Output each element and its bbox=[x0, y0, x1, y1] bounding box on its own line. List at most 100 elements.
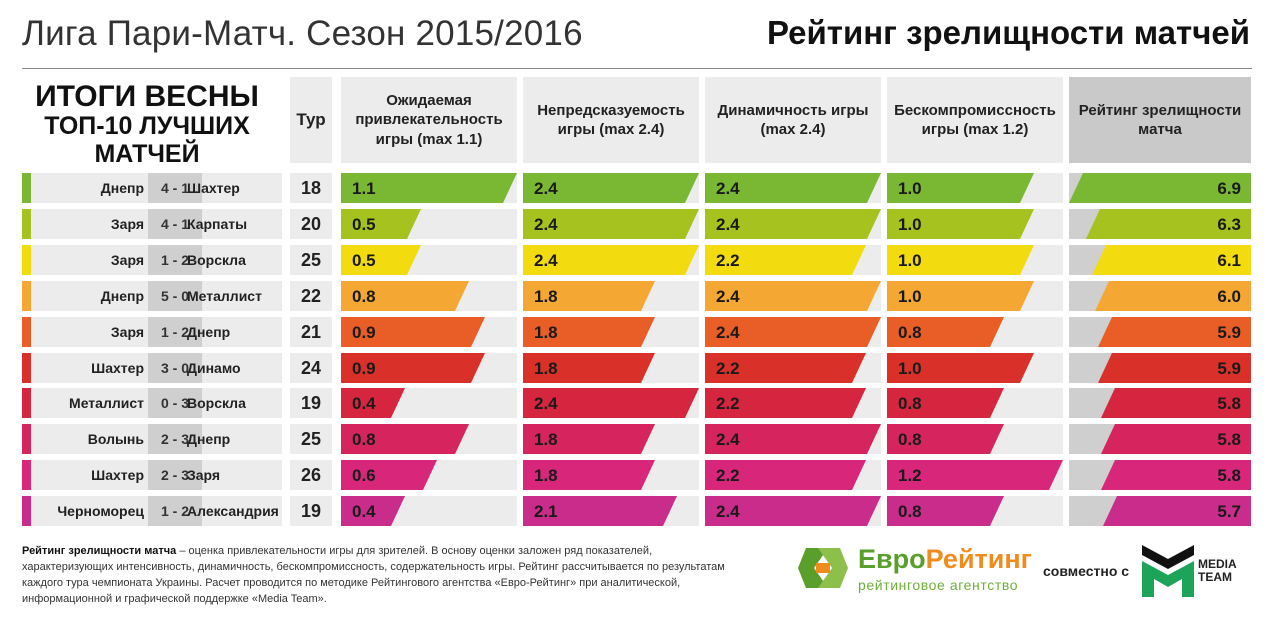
metric-value-unpredictability: 1.8 bbox=[534, 430, 558, 449]
match-score: 4 - 1 bbox=[148, 209, 202, 239]
metric-bar-uncompromising bbox=[887, 281, 1034, 311]
metric-value-uncompromising: 0.8 bbox=[898, 323, 922, 342]
rating-value: 5.8 bbox=[1217, 430, 1241, 449]
metric-value-dynamics: 2.2 bbox=[716, 466, 740, 485]
metric-bar-unpredictability bbox=[523, 281, 655, 311]
side-heading-line2: ТОП-10 ЛУЧШИХ bbox=[44, 112, 250, 140]
home-team: Шахтер bbox=[91, 467, 144, 483]
metric-bar-dynamics bbox=[705, 317, 881, 347]
match-color-marker bbox=[22, 388, 31, 418]
metric-value-dynamics: 2.2 bbox=[716, 394, 740, 413]
side-heading-line3: МАТЧЕЙ bbox=[94, 139, 200, 168]
home-team: Заря bbox=[110, 324, 144, 340]
match-color-marker bbox=[22, 209, 31, 239]
column-header-rating: Рейтинг зрелищности матча bbox=[1069, 77, 1251, 163]
metric-value-dynamics: 2.4 bbox=[716, 215, 740, 234]
home-team: Днепр bbox=[100, 180, 144, 196]
metric-bar-dynamics bbox=[705, 496, 881, 526]
metric-value-dynamics: 2.4 bbox=[716, 287, 740, 306]
column-header-uncompromising: Бескомпромиссность игры (max 1.2) bbox=[887, 77, 1063, 163]
match-row: Заря 1 - 2 Днепр bbox=[22, 317, 282, 347]
home-team: Заря bbox=[110, 216, 144, 232]
metric-value-uncompromising: 1.2 bbox=[898, 466, 922, 485]
metric-bar-unpredictability bbox=[523, 353, 655, 383]
title-divider bbox=[22, 68, 1252, 69]
metric-bar-unpredictability bbox=[523, 496, 677, 526]
tur-number: 18 bbox=[290, 173, 332, 203]
away-team: Заря bbox=[187, 467, 221, 483]
rating-bar bbox=[1092, 245, 1251, 275]
rating-bar bbox=[1069, 173, 1251, 203]
match-score: 2 - 3 bbox=[148, 460, 202, 490]
tur-number: 19 bbox=[290, 388, 332, 418]
column-header-tur: Тур bbox=[290, 77, 332, 163]
chart-title: Рейтинг зрелищности матчей bbox=[766, 14, 1250, 51]
footnote-text: – оценка привлекательности игры для зрит… bbox=[22, 545, 725, 605]
tur-number: 20 bbox=[290, 209, 332, 239]
away-team: Карпаты bbox=[187, 216, 248, 232]
metric-bar-dynamics bbox=[705, 245, 866, 275]
together-with-label: совместно с bbox=[1043, 563, 1130, 579]
metric-value-unpredictability: 2.1 bbox=[534, 502, 558, 521]
eurorating-logo-subtitle: рейтинговое агентство bbox=[858, 577, 1019, 593]
side-heading-line1: ИТОГИ ВЕСНЫ bbox=[35, 80, 259, 113]
rating-value: 6.1 bbox=[1217, 251, 1241, 270]
rating-bar bbox=[1086, 209, 1251, 239]
match-score: 2 - 3 bbox=[148, 424, 202, 454]
media-team-logo-icon bbox=[1142, 545, 1194, 597]
rating-value: 5.9 bbox=[1217, 359, 1241, 378]
column-header-dynamics: Динамичность игры (max 2.4) bbox=[705, 77, 881, 163]
match-row: Днепр 5 - 0 Металлист bbox=[22, 281, 282, 311]
rating-value: 5.8 bbox=[1217, 394, 1241, 413]
tur-number: 21 bbox=[290, 317, 332, 347]
away-team: Днепр bbox=[187, 431, 231, 447]
away-team: Ворскла bbox=[187, 395, 246, 411]
metric-bar-expected bbox=[341, 460, 437, 490]
metric-value-uncompromising: 0.8 bbox=[898, 430, 922, 449]
metric-value-unpredictability: 1.8 bbox=[534, 323, 558, 342]
match-row: Шахтер 2 - 3 Заря bbox=[22, 460, 282, 490]
rating-value: 5.9 bbox=[1217, 323, 1241, 342]
match-score: 1 - 2 bbox=[148, 245, 202, 275]
rating-bar bbox=[1101, 460, 1251, 490]
rating-bar bbox=[1103, 496, 1251, 526]
metric-value-dynamics: 2.4 bbox=[716, 502, 740, 521]
match-color-marker bbox=[22, 245, 31, 275]
metric-bar-uncompromising bbox=[887, 424, 1004, 454]
match-score: 3 - 0 bbox=[148, 353, 202, 383]
page-title: Лига Пари-Матч. Сезон 2015/2016 bbox=[22, 14, 583, 53]
rating-value: 5.7 bbox=[1217, 502, 1241, 521]
tur-number: 25 bbox=[290, 245, 332, 275]
metric-bar-dynamics bbox=[705, 209, 881, 239]
match-color-marker bbox=[22, 173, 31, 203]
metric-bar-unpredictability bbox=[523, 460, 655, 490]
metric-bar-dynamics bbox=[705, 173, 881, 203]
away-team: Ворскла bbox=[187, 252, 246, 268]
metric-value-uncompromising: 1.0 bbox=[898, 287, 922, 306]
metric-value-expected: 0.6 bbox=[352, 466, 376, 485]
metric-value-dynamics: 2.2 bbox=[716, 359, 740, 378]
home-team: Заря bbox=[110, 252, 144, 268]
metric-value-expected: 0.9 bbox=[352, 359, 376, 378]
metric-bar-unpredictability bbox=[523, 317, 655, 347]
metric-bar-dynamics bbox=[705, 353, 866, 383]
metric-bar-dynamics bbox=[705, 281, 881, 311]
metric-value-uncompromising: 1.0 bbox=[898, 359, 922, 378]
metric-value-uncompromising: 0.8 bbox=[898, 502, 922, 521]
home-team: Черноморец bbox=[57, 503, 144, 519]
metric-bar-uncompromising bbox=[887, 245, 1034, 275]
metric-bar-dynamics bbox=[705, 424, 881, 454]
metric-value-expected: 0.5 bbox=[352, 251, 376, 270]
metric-value-expected: 1.1 bbox=[352, 179, 376, 198]
match-color-marker bbox=[22, 281, 31, 311]
tur-number: 25 bbox=[290, 424, 332, 454]
match-score: 1 - 2 bbox=[148, 317, 202, 347]
metric-value-expected: 0.8 bbox=[352, 430, 376, 449]
metric-bar-expected bbox=[341, 173, 517, 203]
metric-value-uncompromising: 0.8 bbox=[898, 394, 922, 413]
metric-bar-uncompromising bbox=[887, 317, 1004, 347]
media-team-line2: TEAM bbox=[1198, 570, 1232, 585]
metric-bar-uncompromising bbox=[887, 460, 1063, 490]
tur-number: 26 bbox=[290, 460, 332, 490]
side-heading: ИТОГИ ВЕСНЫ ТОП-10 ЛУЧШИХ МАТЧЕЙ bbox=[22, 80, 272, 168]
